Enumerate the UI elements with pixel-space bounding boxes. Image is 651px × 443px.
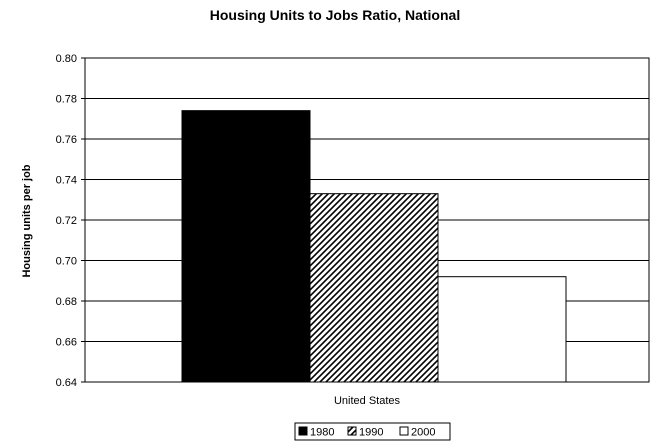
y-tick-label: 0.66	[56, 337, 77, 349]
legend-swatch-1990	[347, 426, 357, 436]
legend-label-2000: 2000	[411, 427, 435, 439]
bar-1980	[181, 110, 311, 383]
plot-area-frame	[84, 57, 650, 383]
x-category-label: United States	[334, 395, 401, 407]
chart-title: Housing Units to Jobs Ratio, National	[210, 7, 460, 23]
y-tick-label: 0.72	[56, 215, 77, 227]
legend-box	[294, 422, 451, 441]
y-tick-label: 0.74	[56, 175, 77, 187]
y-axis-ticks: 0.64 0.66 0.68 0.70 0.72 0.74 0.76 0.78 0.80	[56, 53, 85, 389]
legend: 1980 1990 2000	[294, 422, 451, 441]
y-axis-label: Housing units per job	[21, 164, 33, 277]
y-tick-label: 0.70	[56, 256, 77, 268]
legend-swatch-2000	[399, 426, 409, 436]
legend-label-1980: 1980	[310, 427, 334, 439]
bar-1990	[309, 193, 439, 383]
legend-swatch-1980	[298, 426, 308, 436]
y-tick-label: 0.68	[56, 296, 77, 308]
y-tick-label: 0.76	[56, 134, 77, 146]
y-tick-label: 0.78	[56, 94, 77, 106]
y-tick-label: 0.80	[56, 53, 77, 65]
bar-2000	[437, 276, 567, 383]
y-tick-label: 0.64	[56, 377, 77, 389]
bars	[181, 110, 567, 383]
legend-label-1990: 1990	[359, 427, 383, 439]
